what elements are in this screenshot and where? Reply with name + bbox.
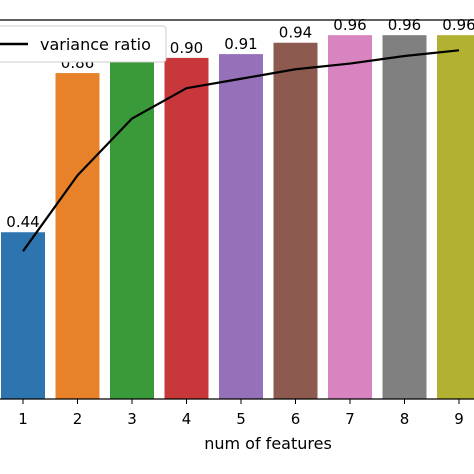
x-tick-label-1: 1 [18, 410, 28, 428]
legend-box [0, 25, 167, 63]
data-label-9: 0.96 [442, 16, 474, 34]
axis-layer: 1 2 3 4 5 6 7 8 9 [0, 19, 474, 428]
data-label-1: 0.44 [6, 213, 39, 231]
bar-1 [1, 232, 45, 399]
bar-7 [328, 35, 372, 399]
data-label-7: 0.96 [333, 16, 366, 34]
data-label-8: 0.96 [388, 16, 421, 34]
bar-4 [164, 57, 209, 400]
x-tick-label-6: 6 [291, 410, 301, 428]
legend-entry-variance-ratio: variance ratio [40, 35, 151, 54]
bar-3 [110, 57, 154, 400]
x-tick-label-3: 3 [127, 410, 137, 428]
bars-layer [1, 35, 474, 400]
x-tick-label-4: 4 [182, 410, 192, 428]
x-axis-label: num of features [204, 434, 332, 453]
x-tick-label-8: 8 [400, 410, 410, 428]
x-tick-label-5: 5 [236, 410, 246, 428]
data-label-4: 0.90 [170, 39, 203, 57]
legend: variance ratio [0, 25, 167, 63]
x-tick-label-7: 7 [345, 410, 355, 428]
data-label-5: 0.91 [224, 35, 257, 53]
x-tick-label-9: 9 [454, 410, 464, 428]
bar-6 [273, 42, 318, 400]
line-series-layer [22, 49, 460, 252]
bar-9 [437, 35, 474, 399]
x-tick-label-2: 2 [73, 410, 83, 428]
bar-8 [382, 35, 427, 399]
bar-5 [219, 54, 263, 400]
data-label-6: 0.94 [279, 24, 312, 42]
bar-2 [55, 73, 100, 399]
